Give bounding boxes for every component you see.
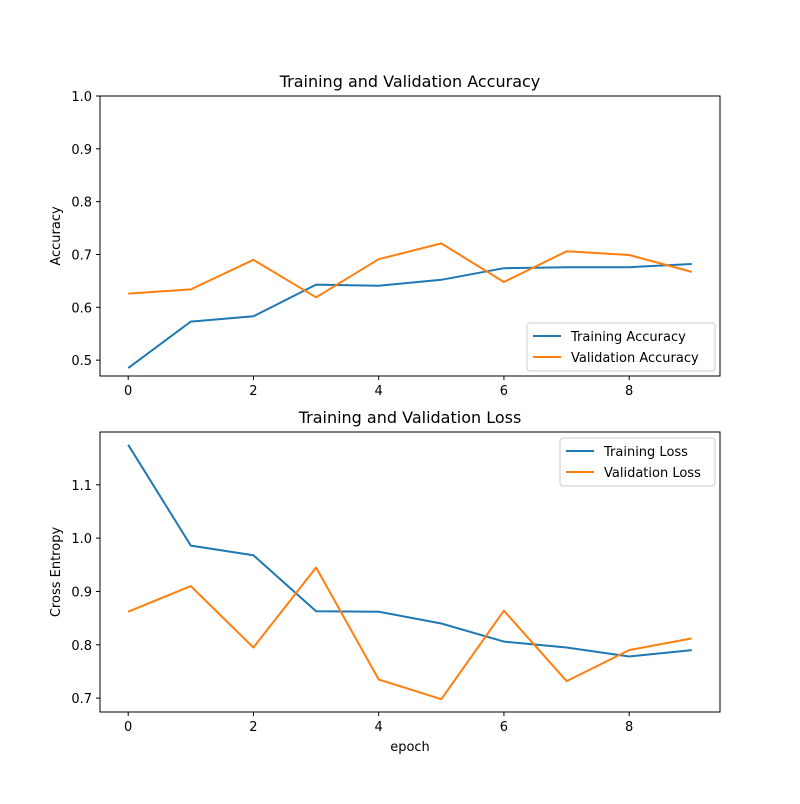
chart-title: Training and Validation Loss [298,408,522,427]
y-tick-label: 0.5 [71,354,92,369]
loss-chart: Training and Validation Loss 0 2 4 6 8 0.7 0.8 0… [49,408,720,755]
x-tick-label: 6 [500,384,508,399]
y-tick-label: 0.9 [71,585,92,600]
y-axis-label: Cross Entropy [49,527,64,618]
y-tick-label: 0.7 [71,692,92,707]
legend-label: Validation Accuracy [571,351,699,366]
y-axis-label: Accuracy [49,206,64,266]
y-tick-label: 1.0 [71,532,92,547]
y-tick-label: 0.6 [71,301,92,316]
y-tick-label: 0.7 [71,248,92,263]
x-axis-label: epoch [390,740,430,755]
x-tick-label: 2 [249,720,257,735]
x-tick-label: 2 [249,384,257,399]
series-line-validation-accuracy [128,243,692,297]
y-tick-label: 1.0 [71,90,92,105]
x-tick-label: 8 [625,384,633,399]
x-tick-label: 4 [375,720,383,735]
x-tick-label: 8 [625,720,633,735]
legend: Training Accuracy Validation Accuracy [527,323,715,371]
legend-label: Training Loss [603,445,688,460]
y-tick-label: 0.8 [71,196,92,211]
y-tick-label: 1.1 [71,479,92,494]
legend-label: Validation Loss [604,466,701,481]
chart-title: Training and Validation Accuracy [279,72,541,91]
x-tick-label: 6 [500,720,508,735]
y-tick-label: 0.8 [71,639,92,654]
y-tick-label: 0.9 [71,143,92,158]
legend: Training Loss Validation Loss [560,438,715,486]
x-tick-label: 0 [124,384,132,399]
x-tick-label: 0 [124,720,132,735]
series-line-validation-loss [128,568,692,700]
legend-label: Training Accuracy [570,330,686,345]
x-tick-label: 4 [375,384,383,399]
accuracy-chart: Training and Validation Accuracy 0 2 4 6 8 0.5… [49,72,720,399]
